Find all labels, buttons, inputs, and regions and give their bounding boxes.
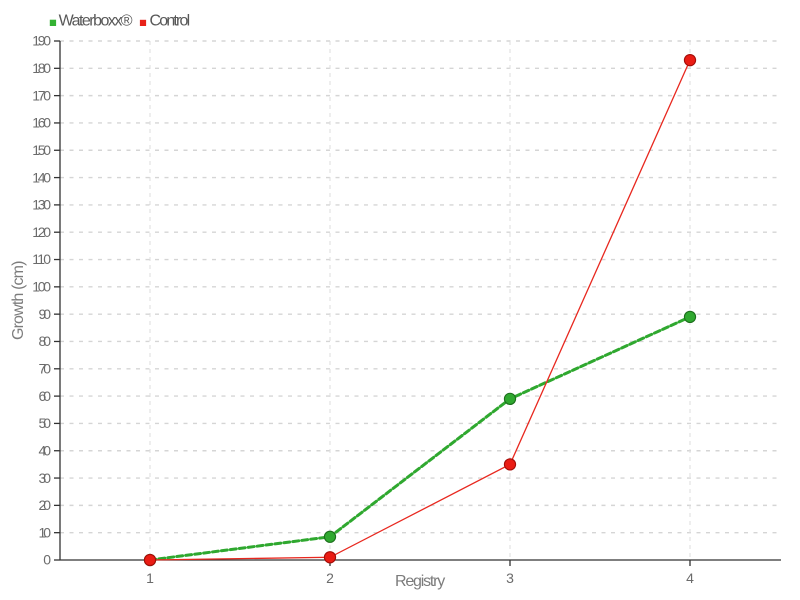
svg-text:90: 90 [39, 306, 52, 322]
svg-text:190: 190 [32, 33, 51, 49]
svg-text:4: 4 [686, 570, 694, 586]
svg-text:0: 0 [43, 552, 51, 568]
svg-text:50: 50 [39, 415, 52, 431]
svg-text:Waterboxx®: Waterboxx® [59, 12, 133, 29]
svg-text:70: 70 [39, 360, 52, 376]
svg-text:170: 170 [32, 87, 51, 103]
svg-text:80: 80 [39, 333, 52, 349]
svg-text:2: 2 [326, 570, 334, 586]
svg-text:30: 30 [39, 470, 52, 486]
svg-text:140: 140 [32, 169, 51, 185]
svg-text:100: 100 [32, 279, 51, 295]
svg-text:160: 160 [32, 115, 51, 131]
svg-text:130: 130 [32, 197, 51, 213]
svg-text:Registry: Registry [395, 573, 445, 590]
svg-text:60: 60 [39, 388, 52, 404]
svg-text:150: 150 [32, 142, 51, 158]
svg-text:110: 110 [32, 251, 51, 267]
svg-text:Growth (cm): Growth (cm) [10, 261, 27, 341]
svg-text:3: 3 [506, 570, 514, 586]
svg-text:120: 120 [32, 224, 51, 240]
svg-text:10: 10 [39, 524, 52, 540]
svg-text:Control: Control [150, 12, 191, 29]
svg-text:180: 180 [32, 60, 51, 76]
svg-text:40: 40 [39, 442, 52, 458]
svg-text:1: 1 [146, 570, 154, 586]
svg-text:20: 20 [39, 497, 52, 513]
